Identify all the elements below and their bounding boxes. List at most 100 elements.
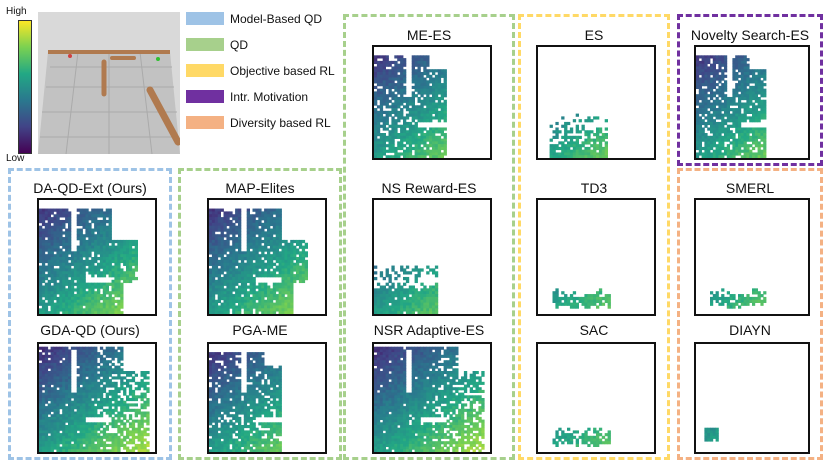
coverage-cell [56, 274, 60, 278]
coverage-cell [56, 305, 60, 309]
coverage-cell [39, 373, 43, 377]
coverage-cell [252, 268, 256, 272]
coverage-cell [403, 63, 407, 67]
coverage-cell [56, 433, 60, 437]
coverage-cell [238, 446, 242, 450]
coverage-cell [388, 285, 392, 289]
coverage-cell [411, 119, 415, 123]
coverage-cell [258, 387, 262, 391]
coverage-cell [246, 376, 250, 380]
coverage-cell [211, 427, 216, 431]
coverage-cell [475, 371, 479, 375]
coverage-cell [391, 91, 395, 95]
coverage-cell [235, 291, 239, 295]
coverage-cell [420, 119, 424, 123]
coverage-cell [385, 282, 389, 286]
coverage-cell [39, 381, 43, 385]
coverage-cell [73, 398, 78, 402]
coverage-cell [252, 435, 256, 439]
coverage-cell [114, 384, 118, 388]
coverage-cell [123, 371, 127, 375]
coverage-cell [272, 208, 277, 212]
coverage-cell [99, 438, 104, 442]
coverage-cell [426, 305, 430, 309]
coverage-cell [50, 400, 54, 404]
coverage-cell [388, 373, 392, 377]
coverage-cell [209, 299, 213, 303]
coverage-cell [105, 368, 109, 372]
coverage-cell [108, 379, 112, 383]
coverage-cell [120, 285, 124, 289]
coverage-cell [146, 403, 150, 407]
coverage-cell [252, 248, 256, 252]
coverage-cell [94, 346, 98, 350]
coverage-cell [411, 371, 415, 375]
coverage-cell [226, 435, 230, 439]
coverage-cell [267, 254, 271, 258]
coverage-cell [214, 416, 219, 420]
coverage-cell [298, 239, 303, 244]
coverage-cell [376, 60, 381, 65]
coverage-cell [275, 294, 279, 298]
coverage-cell [374, 265, 378, 269]
coverage-cell [73, 416, 78, 420]
coverage-cell [117, 352, 121, 356]
coverage-cell [120, 239, 124, 244]
coverage-cell [217, 208, 221, 212]
coverage-cell [261, 288, 265, 292]
coverage-cell [429, 299, 433, 303]
coverage-cell [220, 368, 224, 372]
coverage-cell [420, 288, 424, 292]
coverage-cell [59, 225, 63, 229]
coverage-cell [432, 294, 436, 298]
coverage-cell [243, 395, 248, 399]
coverage-cell [226, 276, 230, 281]
coverage-cell [114, 414, 118, 418]
coverage-cell [397, 88, 401, 92]
coverage-cell [443, 360, 447, 364]
coverage-cell [229, 430, 233, 434]
coverage-cell [68, 419, 72, 423]
coverage-cell [211, 438, 216, 442]
coverage-cell [65, 398, 69, 402]
coverage-cell [65, 430, 69, 434]
coverage-cell [301, 245, 306, 249]
coverage-cell [423, 144, 427, 148]
coverage-cell [76, 302, 80, 306]
coverage-cell [114, 443, 118, 447]
coverage-cell [94, 311, 98, 314]
coverage-cell [88, 214, 92, 218]
coverage-cell [41, 411, 46, 415]
coverage-cell [432, 365, 436, 369]
coverage-cell [131, 257, 136, 261]
coverage-cell [232, 368, 236, 372]
coverage-cell [117, 400, 121, 404]
coverage-cell [211, 376, 216, 380]
coverage-cell [255, 294, 259, 298]
coverage-cell [128, 371, 133, 375]
coverage-cell [278, 299, 282, 303]
coverage-cell [131, 422, 136, 426]
coverage-cell [41, 381, 46, 385]
coverage-cell [220, 282, 224, 286]
coverage-cell [99, 387, 104, 391]
coverage-cell [47, 384, 51, 388]
coverage-cell [240, 257, 245, 261]
coverage-cell [275, 259, 279, 264]
coverage-cell [65, 433, 69, 437]
coverage-cell [44, 352, 49, 356]
coverage-cell [376, 368, 381, 372]
coverage-cell [397, 373, 401, 377]
coverage-cell [82, 368, 86, 372]
coverage-cell [102, 282, 107, 286]
coverage-cell [214, 259, 219, 264]
coverage-cell [134, 239, 138, 244]
coverage-cell [79, 268, 83, 272]
coverage-cell [226, 381, 230, 385]
coverage-cell [272, 271, 277, 275]
coverage-cell [394, 346, 398, 350]
coverage-cell [82, 352, 86, 356]
coverage-cell [47, 398, 51, 402]
coverage-cell [296, 268, 300, 272]
coverage-cell [278, 441, 282, 445]
